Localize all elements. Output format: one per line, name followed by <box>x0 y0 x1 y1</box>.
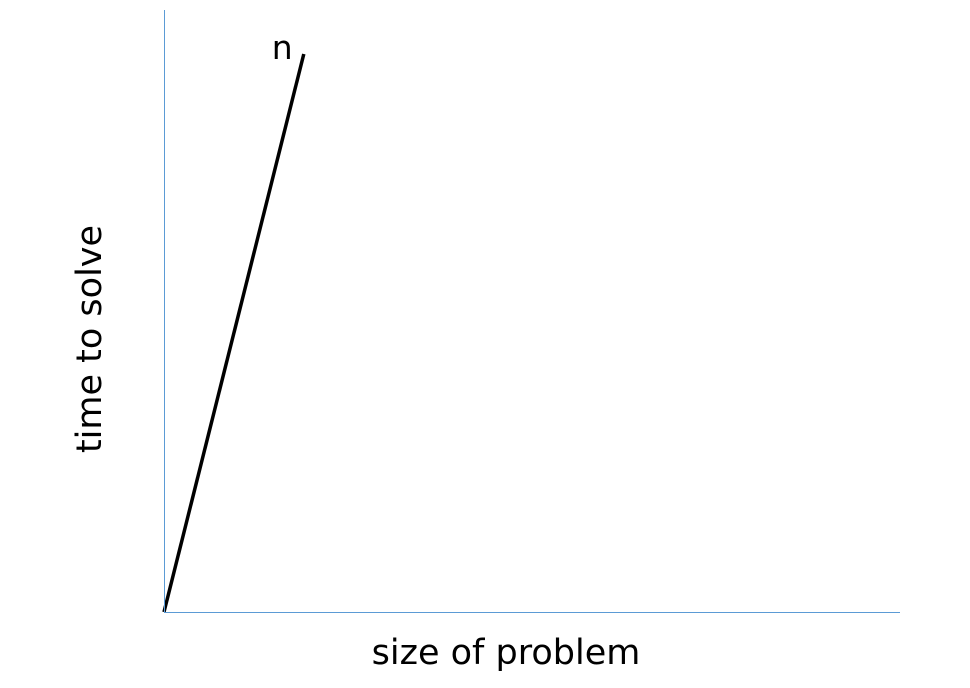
plot-area: n <box>162 28 306 613</box>
x-axis-title: size of problem <box>372 633 641 673</box>
series-label-n: n <box>272 28 293 67</box>
series-line-n <box>162 53 306 613</box>
y-axis-title: time to solve <box>70 225 110 453</box>
